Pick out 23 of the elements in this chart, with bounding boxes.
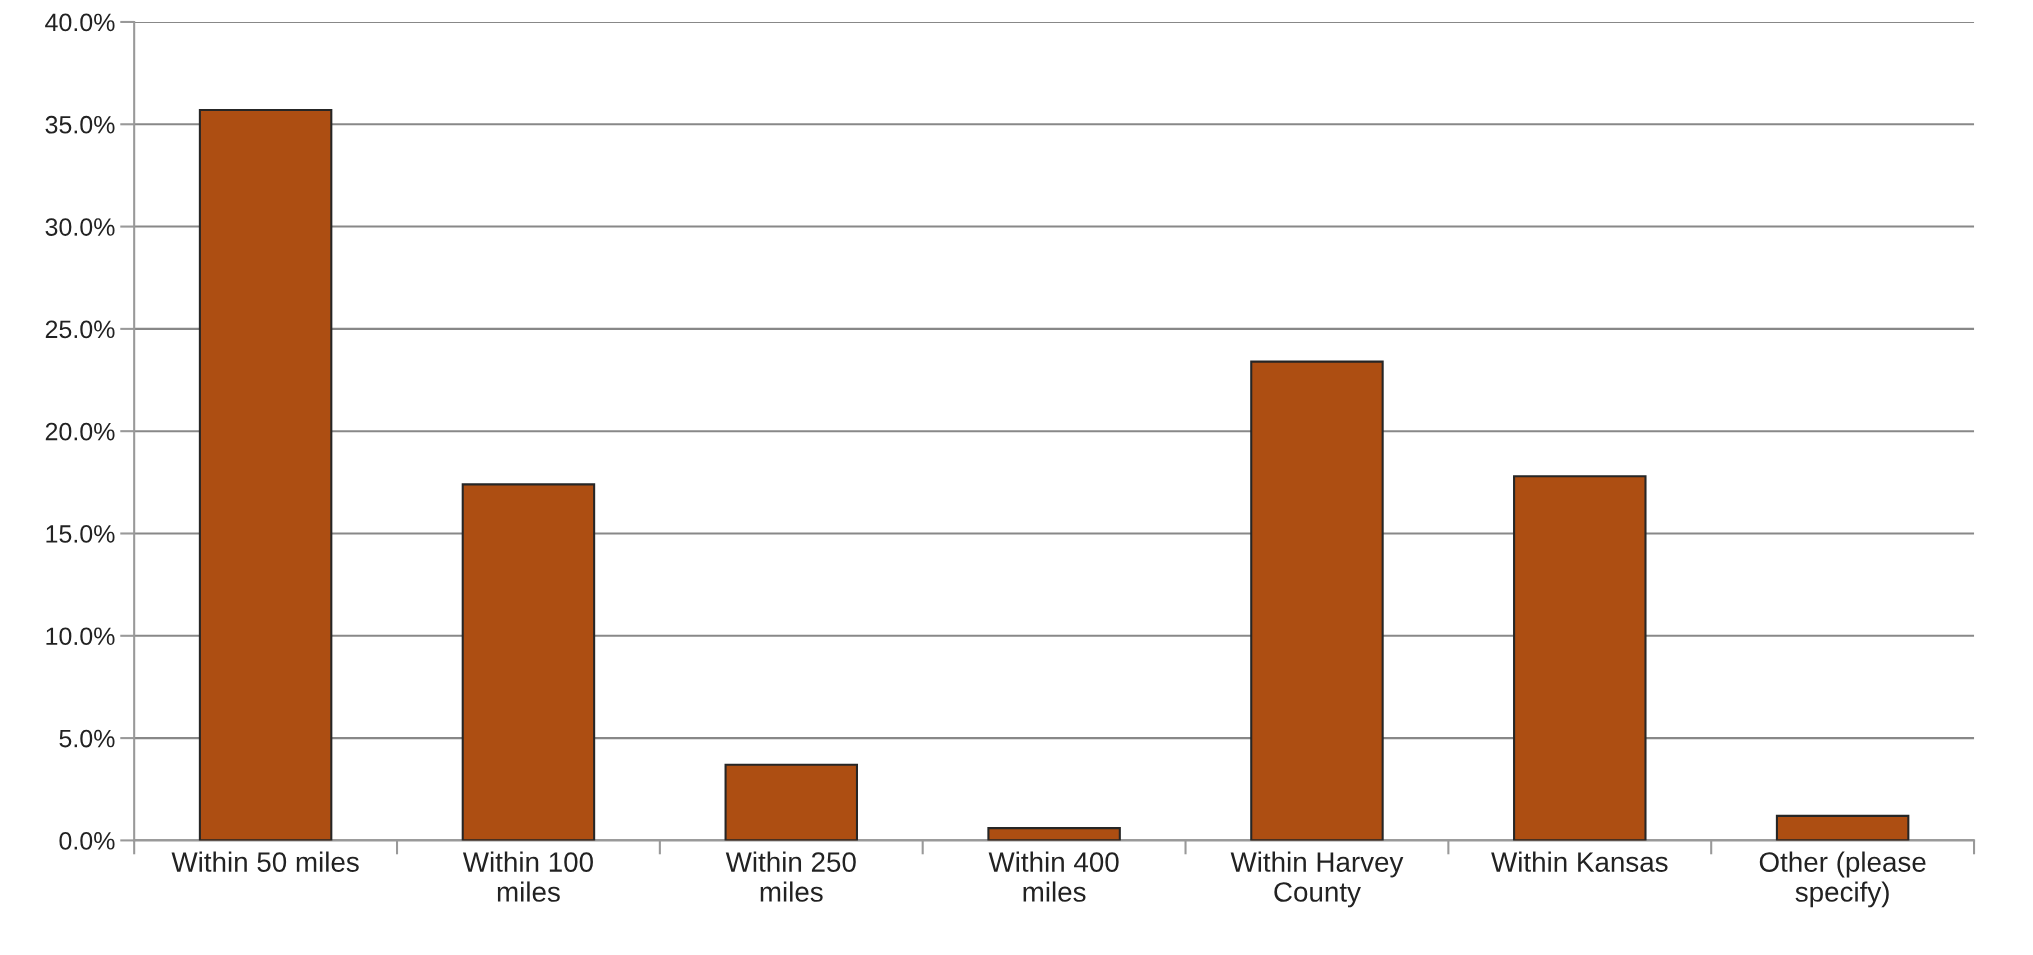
bar: [1775, 814, 1910, 841]
x-tick-label: Within 50 miles: [171, 851, 359, 872]
y-tick-label: 30.0%: [45, 218, 115, 236]
bar: [724, 763, 859, 841]
bar: [1513, 475, 1647, 841]
x-tick-label: Other (please specify): [1759, 851, 1926, 908]
bar: [461, 483, 596, 841]
bar: [987, 827, 1121, 841]
y-tick-label: 35.0%: [45, 115, 115, 134]
bar: [1250, 360, 1384, 841]
x-tick-label: Within Harvey County: [1230, 851, 1404, 908]
y-tick-label: 20.0%: [45, 422, 115, 441]
x-tick-label: Within 100 miles: [462, 851, 593, 902]
bar: [198, 108, 333, 841]
y-tick-label: 15.0%: [46, 525, 115, 543]
x-tick-label: Within Kansas: [1491, 851, 1668, 872]
y-tick-label: 40.0%: [45, 13, 115, 32]
x-tick-label: Within 250 miles: [725, 851, 856, 902]
y-tick-label: 0.0%: [59, 832, 115, 850]
y-tick-label: 10.0%: [46, 627, 115, 646]
x-tick-label: Within 400 miles: [988, 851, 1119, 902]
y-tick-label: 5.0%: [59, 729, 115, 748]
y-tick-label: 25.0%: [45, 320, 115, 339]
